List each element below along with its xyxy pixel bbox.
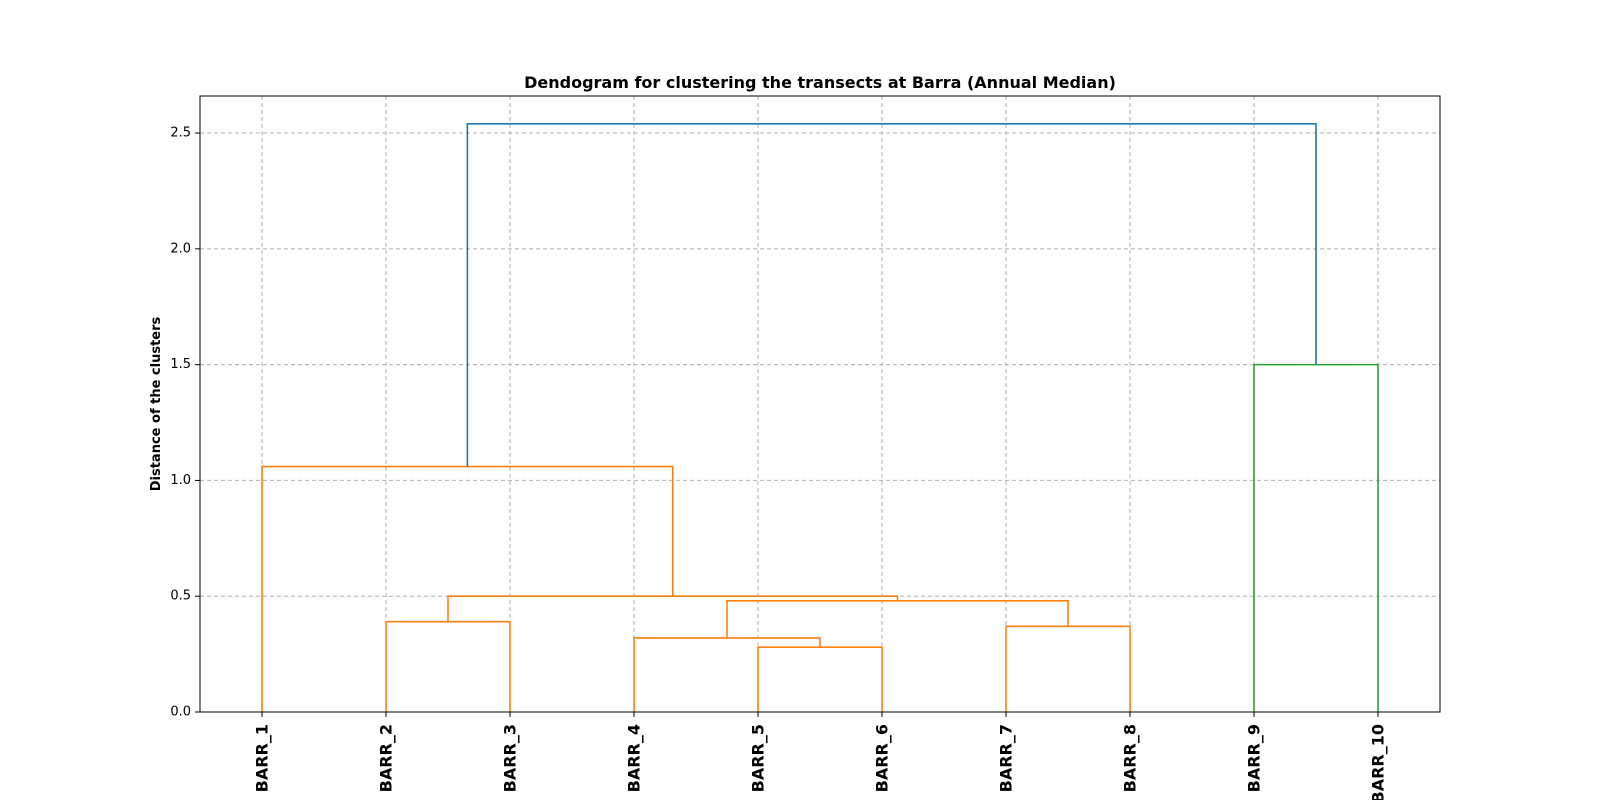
dendrogram-link-m3 bbox=[1005, 625, 1131, 712]
y-tick-label: 0.5 bbox=[170, 589, 191, 604]
x-tick-label: BARR_5 bbox=[749, 724, 768, 792]
dendrogram-link-m1 bbox=[757, 646, 883, 712]
y-tick-label: 1.5 bbox=[170, 357, 191, 372]
y-axis-label: Distance of the clusters bbox=[149, 316, 164, 491]
x-tick-label: BARR_8 bbox=[1121, 724, 1140, 792]
dendrogram-link-m9 bbox=[466, 122, 1317, 467]
dendrogram-links bbox=[261, 122, 1379, 712]
dendrogram-link-m6 bbox=[447, 595, 899, 622]
x-tick-label: BARR_2 bbox=[377, 724, 396, 792]
x-axis-ticks: BARR_1 BARR_2 BARR_3 BARR_4 BARR_5 BARR_6 BARR… bbox=[253, 712, 1388, 800]
y-axis-ticks: 0.0 0.5 1.0 1.5 2.0 2.5 bbox=[170, 126, 200, 720]
x-tick-label: BARR_7 bbox=[997, 724, 1016, 792]
x-tick-label: BARR_1 bbox=[253, 724, 272, 792]
y-tick-label: 1.0 bbox=[170, 473, 191, 488]
x-tick-label: BARR_3 bbox=[501, 724, 520, 792]
plot-frame bbox=[199, 95, 1441, 713]
x-tick-label: BARR_9 bbox=[1245, 724, 1264, 792]
chart-title: Dendogram for clustering the transects a… bbox=[524, 73, 1116, 92]
y-tick-label: 0.0 bbox=[170, 705, 191, 720]
x-tick-label: BARR_4 bbox=[625, 724, 644, 792]
y-tick-label: 2.5 bbox=[170, 126, 191, 141]
dendrogram-link-m8 bbox=[1253, 363, 1379, 712]
x-tick-label: BARR_6 bbox=[873, 724, 892, 792]
y-tick-label: 2.0 bbox=[170, 241, 191, 256]
dendrogram-link-m2 bbox=[633, 637, 821, 712]
x-tick-label: BARR_10 bbox=[1369, 724, 1388, 800]
